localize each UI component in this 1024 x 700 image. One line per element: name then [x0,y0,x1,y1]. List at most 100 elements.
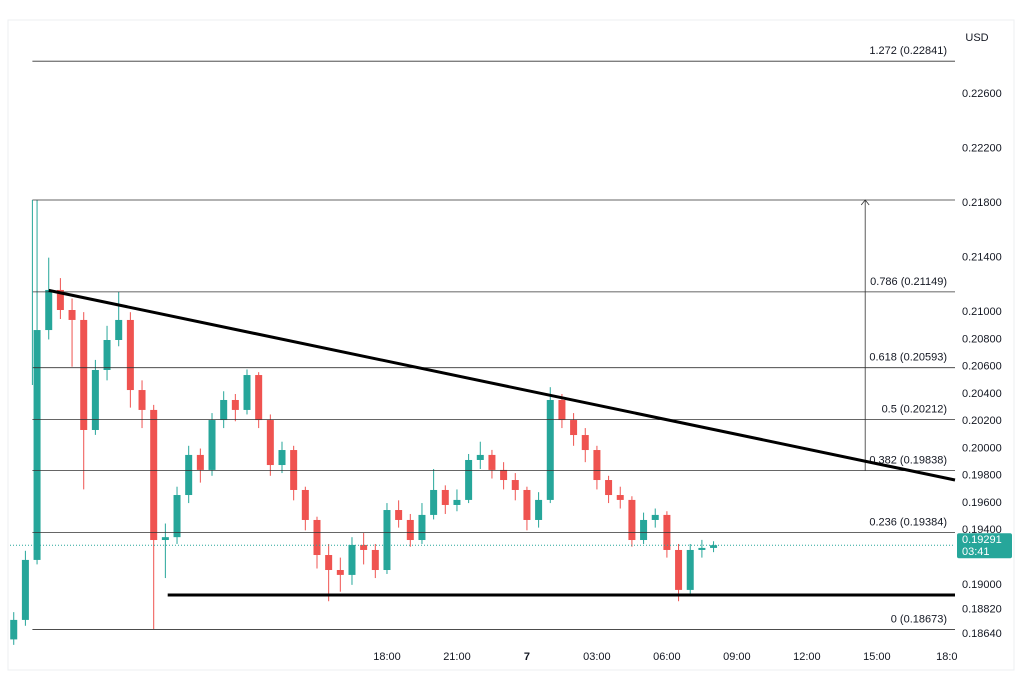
candle-body [243,375,251,410]
candle-body [56,289,64,311]
candle-body [570,420,578,436]
trendline [48,288,956,482]
fib-level-label: 0.618 (0.20593) [869,352,947,364]
candle-body [395,510,403,520]
candle-body [710,545,718,548]
candle-body [231,399,239,410]
x-tick-label: 15:00 [863,651,891,663]
candle-body [441,489,449,505]
candle-body [406,519,414,541]
candle-body [640,519,648,541]
fib-level-label: 0.382 (0.19838) [869,455,947,467]
candle-body [488,454,496,470]
candle-body [138,390,146,410]
candle-body [465,459,473,500]
candle-body [21,559,29,620]
fib-level-label: 0.5 (0.20212) [882,404,947,416]
y-tick-label: 0.21000 [962,306,1002,318]
y-tick-label: 0.21400 [962,252,1002,264]
candle-body [80,319,88,430]
candle-body [511,480,519,490]
price-badge [957,533,1012,559]
candle-body [500,469,508,481]
candle-body [208,420,216,470]
x-tick-label: 18:00 [373,651,401,663]
candle-body [558,399,566,421]
candle-body [278,450,286,466]
candle-body [628,499,636,541]
y-tick-label: 0.20600 [962,361,1002,373]
fib-level-label: 1.272 (0.22841) [869,45,947,57]
y-tick-label: 0.19600 [962,497,1002,509]
candle-body [103,339,111,370]
candle-body [115,319,123,340]
candle-body [220,399,228,421]
candle-body [68,310,76,320]
chart-frame [7,19,1015,671]
candle-body [698,547,706,550]
y-tick-label: 0.18820 [962,603,1002,615]
candle-body [371,549,379,571]
y-tick-label: 0.20200 [962,415,1002,427]
candle-body [605,480,613,496]
candle-body [535,499,543,520]
price-badge-countdown: 03:41 [962,546,990,558]
candle-body [150,409,158,541]
candle-body [581,435,589,451]
candle-body [616,495,624,500]
candle-body [290,450,298,490]
candle-body [325,555,333,571]
candle-body [651,514,659,520]
y-tick-label: 0.18640 [962,628,1002,640]
candle-body [418,514,426,541]
x-tick-label: 7 [524,651,530,663]
candle-body [301,489,309,520]
candle-body [383,510,391,571]
candle-body [126,319,134,391]
y-tick-label: 0.19800 [962,470,1002,482]
candle-body [336,570,344,575]
candle-body [453,499,461,505]
fib-level-label: 0.786 (0.21149) [870,276,947,288]
range-arrow-head [860,199,870,206]
candle-body [173,495,181,538]
y-tick-label: 0.20800 [962,333,1002,345]
y-tick-label: 0.22200 [962,142,1002,154]
candle-body [686,549,694,590]
x-tick-label: 12:00 [793,651,821,663]
x-tick-label: 09:00 [723,651,751,663]
candle-body [161,537,169,541]
candle-body [313,519,321,556]
y-tick-label: 0.22600 [962,88,1002,100]
candle-body [255,375,263,421]
candle-body [430,489,438,515]
candle-body [476,454,484,460]
x-tick-label: 06:00 [653,651,681,663]
candle-body [33,330,41,560]
x-tick-label: 03:00 [583,651,611,663]
candle-body [348,544,356,575]
candle-body [360,544,368,550]
price-badge-value: 0.19291 [962,534,1002,546]
candle-body [593,450,601,481]
y-tick-label: 0.19000 [962,579,1002,591]
y-axis-label: USD [965,32,988,44]
x-tick-label: 21:00 [443,651,471,663]
candle-body [91,369,99,430]
fib-level-label: 0.236 (0.19384) [869,516,947,528]
candle-body [523,489,531,520]
fib-level-label: 0 (0.18673) [891,613,947,625]
candle-body [45,289,53,331]
candle-body [675,549,683,590]
candle-body [266,420,274,466]
candle-body [185,454,193,496]
candle-body [546,399,554,500]
y-tick-label: 0.21800 [962,197,1002,209]
x-tick-label: 18:0 [936,651,957,663]
y-tick-label: 0.20000 [962,442,1002,454]
candle-body [10,619,18,640]
y-tick-label: 0.20400 [962,388,1002,400]
plot-area [10,199,718,645]
